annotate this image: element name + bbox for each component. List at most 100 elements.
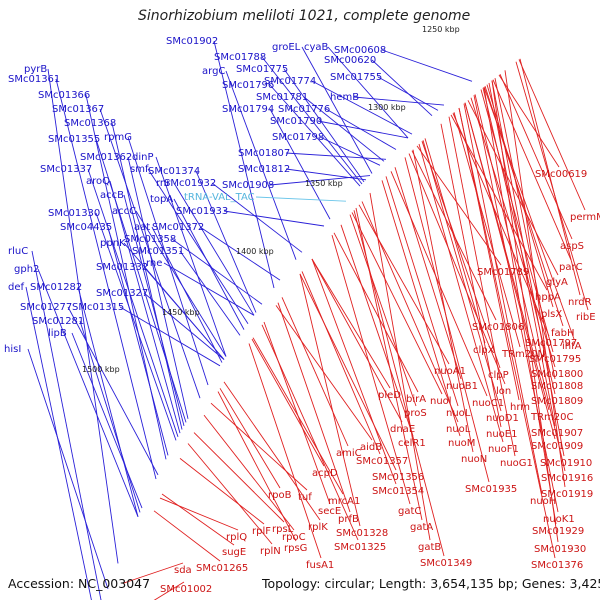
gene-label: rpsG bbox=[284, 543, 307, 554]
gene-label: rplN bbox=[260, 546, 281, 557]
gene-leader-line bbox=[488, 82, 556, 427]
gene-label: nuoH bbox=[530, 496, 556, 507]
gene-leader-line bbox=[67, 306, 159, 476]
gene-label: sda bbox=[174, 565, 192, 576]
gene-leader-line bbox=[394, 167, 462, 380]
gene-leader-line bbox=[408, 153, 506, 385]
gene-label: hisI bbox=[4, 344, 21, 355]
gene-label: def bbox=[8, 282, 25, 293]
gene-leader-line bbox=[285, 168, 367, 181]
gene-label: gatC bbox=[398, 506, 421, 517]
gene-leader-line bbox=[440, 123, 502, 428]
gene-label: aroQ bbox=[86, 176, 110, 187]
gene-leader-line bbox=[331, 234, 411, 505]
gene-leader-line bbox=[261, 324, 359, 541]
gene-leader-line bbox=[203, 414, 295, 531]
gene-leader-line bbox=[163, 262, 255, 316]
gene-leader-line bbox=[353, 96, 445, 106]
gene-leader-line bbox=[210, 402, 308, 491]
gene-label: fabH bbox=[551, 328, 575, 339]
gene-leader-line bbox=[151, 226, 223, 363]
gene-label: glyA bbox=[546, 277, 568, 288]
gene-leader-line bbox=[491, 80, 565, 457]
gene-label: argC bbox=[202, 66, 225, 77]
gene-leader-line bbox=[412, 149, 474, 453]
gene-leader-line bbox=[225, 70, 297, 260]
gene-label: SMc01812 bbox=[238, 164, 290, 175]
gene-leader-line bbox=[301, 271, 381, 455]
gene-leader-line bbox=[369, 192, 431, 541]
gene-leader-line bbox=[199, 226, 281, 281]
gene-label: rpoB bbox=[268, 490, 292, 501]
gene-leader-line bbox=[285, 152, 387, 160]
gene-leader-line bbox=[299, 273, 397, 471]
gene-leader-line bbox=[223, 381, 321, 521]
gene-label: nuoN bbox=[461, 454, 487, 465]
gene-label: SMc01916 bbox=[541, 473, 593, 484]
gene-label: SMc01933 bbox=[176, 206, 228, 217]
gene-leader-line bbox=[25, 286, 92, 600]
gene-leader-line bbox=[193, 432, 285, 523]
gene-leader-line bbox=[211, 182, 303, 253]
kbp-tick-label: 1450 kbp bbox=[162, 308, 200, 317]
gene-label: SMc01932 bbox=[164, 178, 216, 189]
gene-leader-line bbox=[371, 59, 433, 117]
gene-leader-line bbox=[153, 581, 185, 600]
gene-leader-line bbox=[71, 332, 143, 509]
gene-label: SMc01351 bbox=[132, 246, 184, 257]
gene-label: nuoD1 bbox=[486, 413, 519, 424]
gene-label: rne bbox=[146, 258, 162, 269]
gene-label: gatB bbox=[418, 542, 441, 553]
gene-leader-line bbox=[453, 112, 521, 348]
gene-label: SMc01798 bbox=[272, 132, 324, 143]
gene-label: SMc01315 bbox=[72, 302, 124, 313]
gene-leader-line bbox=[155, 156, 227, 357]
gene-label: SMc01781 bbox=[256, 92, 308, 103]
gene-leader-line bbox=[143, 292, 225, 360]
gene-leader-line bbox=[491, 80, 559, 543]
gene-label: SMc01358 bbox=[124, 234, 176, 245]
gene-label: clpP bbox=[488, 370, 509, 381]
gene-leader-line bbox=[463, 103, 543, 495]
gene-leader-line bbox=[281, 297, 349, 447]
gene-leader-line bbox=[248, 343, 322, 559]
gene-leader-line bbox=[353, 210, 445, 557]
gene-label: parC bbox=[559, 262, 583, 273]
gene-label: SMc01789 bbox=[477, 267, 529, 278]
gene-label: SMc01330 bbox=[48, 208, 100, 219]
gene-label: dnaE bbox=[390, 424, 415, 435]
gene-label: nuoF1 bbox=[488, 444, 519, 455]
gene-label: nuoE1 bbox=[486, 429, 517, 440]
gene-leader-line bbox=[161, 493, 235, 546]
gene-leader-line bbox=[390, 171, 488, 397]
gene-leader-line bbox=[303, 96, 385, 162]
gene-label: sugE bbox=[222, 547, 246, 558]
gene-leader-line bbox=[464, 102, 556, 440]
gene-label: ppnK bbox=[100, 238, 126, 249]
gene-label: nrdR bbox=[568, 297, 592, 308]
gene-leader-line bbox=[283, 68, 365, 183]
gene-leader-line bbox=[217, 391, 297, 542]
gene-label: rplK bbox=[308, 522, 328, 533]
gene-leader-line bbox=[195, 170, 257, 313]
gene-label: lon bbox=[496, 386, 511, 397]
gene-leader-line bbox=[381, 49, 473, 82]
kbp-tick-label: 1300 kbp bbox=[368, 103, 406, 112]
gene-leader-line bbox=[474, 94, 566, 472]
gene-label: SMc01774 bbox=[264, 76, 316, 87]
gene-label: prfB bbox=[338, 514, 359, 525]
gene-label: SMc01902 bbox=[166, 36, 218, 47]
gene-leader-line bbox=[351, 212, 443, 395]
gene-label: hemB bbox=[330, 92, 359, 103]
gene-label: pleD bbox=[378, 390, 401, 401]
gene-label: SMc01794 bbox=[222, 104, 274, 115]
gene-label: SMc01357 bbox=[356, 456, 408, 467]
gene-label: SMc01372 bbox=[152, 222, 204, 233]
gene-label: dinP bbox=[132, 152, 154, 163]
gene-label: SMc01362 bbox=[80, 152, 132, 163]
kbp-tick-label: 1350 kbp bbox=[305, 179, 343, 188]
gene-label: birA bbox=[406, 394, 426, 405]
gene-label: SMc01002 bbox=[160, 584, 212, 595]
gene-leader-line bbox=[381, 180, 461, 437]
gene-leader-line bbox=[77, 286, 139, 517]
